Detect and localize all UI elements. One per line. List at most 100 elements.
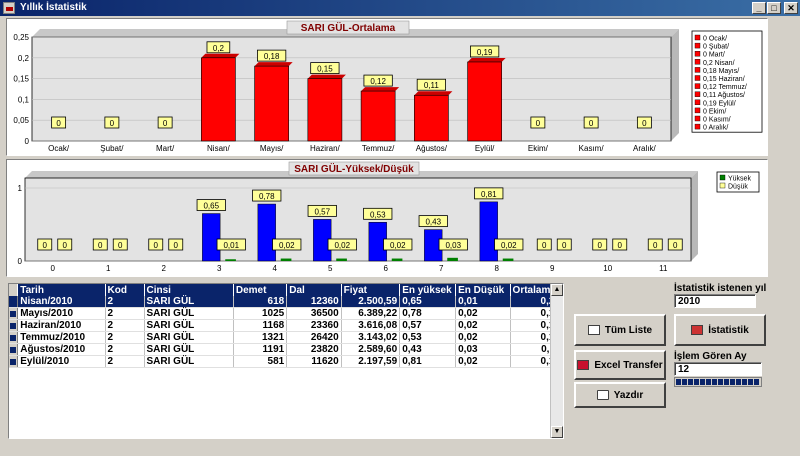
cell-tarih[interactable]: Nisan/2010 xyxy=(17,296,106,308)
cell-fiyat[interactable]: 3.616,08 xyxy=(341,319,401,332)
col-tarih[interactable]: Tarih xyxy=(17,284,106,296)
cell-dal[interactable]: 23360 xyxy=(286,319,342,332)
cell-fiyat[interactable]: 6.389,22 xyxy=(341,307,401,320)
cell-en-yuksek[interactable]: 0,53 xyxy=(399,331,457,344)
data-label-low: 0 xyxy=(118,241,123,250)
cell-cinsi[interactable]: SARI GÜL xyxy=(144,343,234,356)
cell-fiyat[interactable]: 2.589,60 xyxy=(341,343,401,356)
cell-cinsi[interactable]: SARI GÜL xyxy=(144,307,234,320)
cell-tarih[interactable]: Temmuz/2010 xyxy=(17,331,106,344)
excel-transfer-button[interactable]: Excel Transfer xyxy=(574,350,666,380)
col-cinsi[interactable]: Cinsi xyxy=(144,284,234,296)
window-titlebar[interactable]: Yıllık İstatistik _ □ ✕ xyxy=(0,0,800,16)
tum-liste-button[interactable]: Tüm Liste xyxy=(574,314,666,346)
cell-en-dusuk[interactable]: 0,02 xyxy=(455,355,511,368)
legend-entry: 0 Ocak/ xyxy=(703,36,727,43)
legend-entry: 0 Şubat/ xyxy=(703,44,729,51)
cell-cinsi[interactable]: SARI GÜL xyxy=(144,355,234,368)
cell-fiyat[interactable]: 2.197,59 xyxy=(341,355,401,368)
minimize-button[interactable]: _ xyxy=(752,2,766,14)
row-indicator xyxy=(9,343,19,356)
close-button[interactable]: ✕ xyxy=(784,2,798,14)
cell-cinsi[interactable]: SARI GÜL xyxy=(144,331,234,344)
data-label-high: 0,53 xyxy=(370,210,386,219)
cell-kod[interactable]: 2 xyxy=(105,319,145,332)
cell-cinsi[interactable]: SARI GÜL xyxy=(144,319,234,332)
cell-en-yuksek[interactable]: 0,78 xyxy=(399,307,457,320)
table-row[interactable]: Mayıs/2010 2 SARI GÜL 1025 36500 6.389,2… xyxy=(9,307,564,320)
cell-demet[interactable]: 581 xyxy=(233,355,288,368)
y-tick-label: 0,25 xyxy=(13,33,29,42)
legend-swatch xyxy=(694,51,701,57)
data-label-high-box xyxy=(196,199,226,211)
table-row[interactable]: Nisan/2010 2 SARI GÜL 618 12360 2.500,59… xyxy=(9,296,564,308)
cell-cinsi[interactable]: SARI GÜL xyxy=(144,296,234,308)
month-input[interactable]: 12 xyxy=(674,362,762,376)
cell-en-yuksek[interactable]: 0,43 xyxy=(399,343,457,356)
x-tick-label: Ekim/ xyxy=(528,144,549,153)
cell-en-dusuk[interactable]: 0,02 xyxy=(455,307,511,320)
cell-en-yuksek[interactable]: 0,81 xyxy=(399,355,457,368)
year-input[interactable]: 2010 xyxy=(674,294,756,308)
table-row[interactable]: Haziran/2010 2 SARI GÜL 1168 23360 3.616… xyxy=(9,319,564,332)
cell-tarih[interactable]: Eylül/2010 xyxy=(17,355,106,368)
cell-en-yuksek[interactable]: 0,57 xyxy=(399,319,457,332)
cell-demet[interactable]: 1191 xyxy=(233,343,288,356)
cell-en-dusuk[interactable]: 0,02 xyxy=(455,331,511,344)
cell-tarih[interactable]: Mayıs/2010 xyxy=(17,307,106,320)
cell-en-dusuk[interactable]: 0,01 xyxy=(455,296,511,308)
table-row[interactable]: Eylül/2010 2 SARI GÜL 581 11620 2.197,59… xyxy=(9,355,564,368)
col-ortalama[interactable]: Ortalama xyxy=(510,284,564,296)
row-indicator xyxy=(9,331,19,344)
cell-kod[interactable]: 2 xyxy=(105,296,145,308)
data-label-low-box xyxy=(327,238,357,251)
cell-kod[interactable]: 2 xyxy=(105,355,145,368)
cell-demet[interactable]: 618 xyxy=(233,296,288,308)
legend-swatch xyxy=(694,59,701,65)
data-table: Tarih Kod Cinsi Demet Dal Fiyat En yükse… xyxy=(9,284,564,368)
progress-block xyxy=(676,379,681,385)
scroll-up-arrow-icon[interactable]: ▲ xyxy=(551,284,563,296)
maximize-button[interactable]: □ xyxy=(767,2,781,14)
cell-fiyat[interactable]: 2.500,59 xyxy=(341,296,401,308)
data-label: 0,15 xyxy=(317,65,333,74)
cell-dal[interactable]: 23820 xyxy=(286,343,342,356)
cell-kod[interactable]: 2 xyxy=(105,331,145,344)
cell-en-yuksek[interactable]: 0,65 xyxy=(399,296,457,308)
cell-dal[interactable]: 12360 xyxy=(286,296,342,308)
cell-en-dusuk[interactable]: 0,03 xyxy=(455,343,511,356)
col-en-dusuk[interactable]: En Düşük xyxy=(455,284,511,296)
col-en-yuksek[interactable]: En yüksek xyxy=(399,284,457,296)
data-label: 0 xyxy=(589,119,594,128)
grid-scrollbar[interactable]: ▲ ▼ xyxy=(550,284,563,438)
legend-swatch xyxy=(694,91,701,97)
yazdir-button[interactable]: Yazdır xyxy=(574,382,666,408)
cell-fiyat[interactable]: 3.143,02 xyxy=(341,331,401,344)
cell-dal[interactable]: 26420 xyxy=(286,331,342,344)
col-dal[interactable]: Dal xyxy=(286,284,342,296)
cell-dal[interactable]: 11620 xyxy=(286,355,342,368)
legend-entry: 0 Aralık/ xyxy=(703,125,728,132)
col-kod[interactable]: Kod xyxy=(105,284,145,296)
data-label-low: 0,02 xyxy=(279,241,295,250)
cell-demet[interactable]: 1025 xyxy=(233,307,288,320)
cell-demet[interactable]: 1168 xyxy=(233,319,288,332)
legend-swatch xyxy=(694,34,701,41)
cell-tarih[interactable]: Ağustos/2010 xyxy=(17,343,106,356)
cell-dal[interactable]: 36500 xyxy=(286,307,342,320)
istatistik-button[interactable]: İstatistik xyxy=(674,314,766,346)
cell-kod[interactable]: 2 xyxy=(105,307,145,320)
data-label-low-box xyxy=(612,238,628,251)
table-row[interactable]: Ağustos/2010 2 SARI GÜL 1191 23820 2.589… xyxy=(9,343,564,356)
cell-tarih[interactable]: Haziran/2010 xyxy=(17,319,106,332)
cell-kod[interactable]: 2 xyxy=(105,343,145,356)
cell-demet[interactable]: 1321 xyxy=(233,331,288,344)
col-fiyat[interactable]: Fiyat xyxy=(341,284,401,296)
table-row[interactable]: Temmuz/2010 2 SARI GÜL 1321 26420 3.143,… xyxy=(9,331,564,344)
cell-en-dusuk[interactable]: 0,02 xyxy=(455,319,511,332)
scroll-down-arrow-icon[interactable]: ▼ xyxy=(551,426,563,438)
data-grid[interactable]: Tarih Kod Cinsi Demet Dal Fiyat En yükse… xyxy=(8,283,564,439)
data-label-high-box xyxy=(418,215,448,228)
x-tick-label: 5 xyxy=(328,264,333,273)
col-demet[interactable]: Demet xyxy=(233,284,288,296)
